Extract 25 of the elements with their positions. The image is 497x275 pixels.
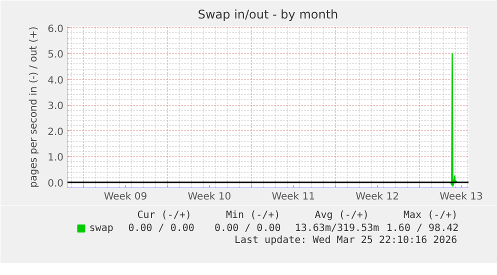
y-tick-label: 4.0	[48, 75, 64, 86]
legend-label: swap	[89, 223, 114, 234]
y-axis-title: pages per second in (-) / out (+)	[28, 26, 40, 188]
y-tick-label: 0.0	[48, 178, 64, 190]
text: Avg (-/+)	[314, 210, 369, 221]
text: 0.00 / 0.00	[214, 223, 281, 234]
text: Min (-/+)	[226, 210, 280, 221]
y-tick-label: 2.0	[48, 126, 64, 138]
y-tick-label: 1.0	[48, 152, 64, 164]
y-tick-label: 3.0	[48, 101, 64, 112]
text: Cur (-/+)	[137, 210, 192, 221]
x-tick-label: Week 13	[440, 192, 483, 202]
y-tick-label: 5.0	[48, 50, 64, 61]
text: 1.60 / 98.42	[386, 223, 459, 234]
text: Last update: Wed Mar 25 22:10:16 2026	[234, 235, 458, 246]
chart-title: Swap in/out - by month	[198, 8, 338, 22]
x-tick-label: Week 11	[272, 192, 316, 202]
text: 0.00 / 0.00	[128, 223, 194, 234]
text: 13.63m/319.53m	[294, 223, 380, 234]
x-tick-label: Week 10	[188, 192, 232, 202]
x-tick-label: Week 09	[104, 192, 148, 202]
text: Max (-/+)	[403, 210, 458, 221]
x-tick-label: Week 12	[356, 192, 399, 202]
y-tick-label: 6.0	[48, 24, 64, 35]
line-series	[448, 52, 458, 187]
